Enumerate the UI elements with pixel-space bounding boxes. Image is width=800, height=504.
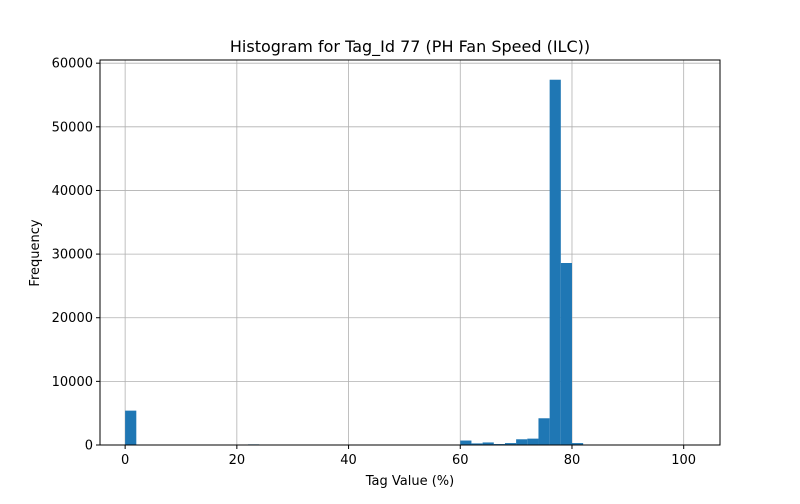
histogram-bar xyxy=(504,443,517,445)
histogram-bar xyxy=(125,410,137,445)
histogram-bar xyxy=(516,439,528,445)
histogram-bar xyxy=(460,440,472,445)
x-tick-label: 80 xyxy=(564,453,581,468)
histogram-bar xyxy=(538,418,550,445)
histogram-bar xyxy=(482,442,494,445)
x-tick-label: 60 xyxy=(452,453,469,468)
y-tick-label: 10000 xyxy=(52,375,93,390)
axes: 0 20 40 60 80 100 0 10000 20000 30000 40000 50000 60… xyxy=(52,57,721,468)
histogram-bar xyxy=(471,443,483,445)
histogram-bar xyxy=(527,438,539,445)
histogram-bar xyxy=(571,443,584,445)
y-tick-label: 60000 xyxy=(52,57,93,72)
y-tick-label: 30000 xyxy=(52,248,93,263)
x-tick-label: 20 xyxy=(229,453,246,468)
y-tick-label: 40000 xyxy=(52,184,93,199)
y-tick-label: 20000 xyxy=(52,311,93,326)
y-axis-label: Frequency xyxy=(28,219,43,286)
x-tick-label: 40 xyxy=(340,453,357,468)
y-tick-label: 0 xyxy=(85,439,93,454)
histogram-bars xyxy=(125,79,584,446)
histogram-bar xyxy=(549,79,561,446)
x-tick-label: 100 xyxy=(671,453,696,468)
x-axis-label: Tag Value (%) xyxy=(365,474,454,489)
y-tick-label: 50000 xyxy=(52,120,93,135)
x-tick-label: 0 xyxy=(121,453,129,468)
plot-frame xyxy=(99,59,721,446)
chart-title: Histogram for Tag_Id 77 (PH Fan Speed (I… xyxy=(230,37,590,57)
grid-lines xyxy=(100,60,720,446)
histogram-bar xyxy=(560,263,572,445)
